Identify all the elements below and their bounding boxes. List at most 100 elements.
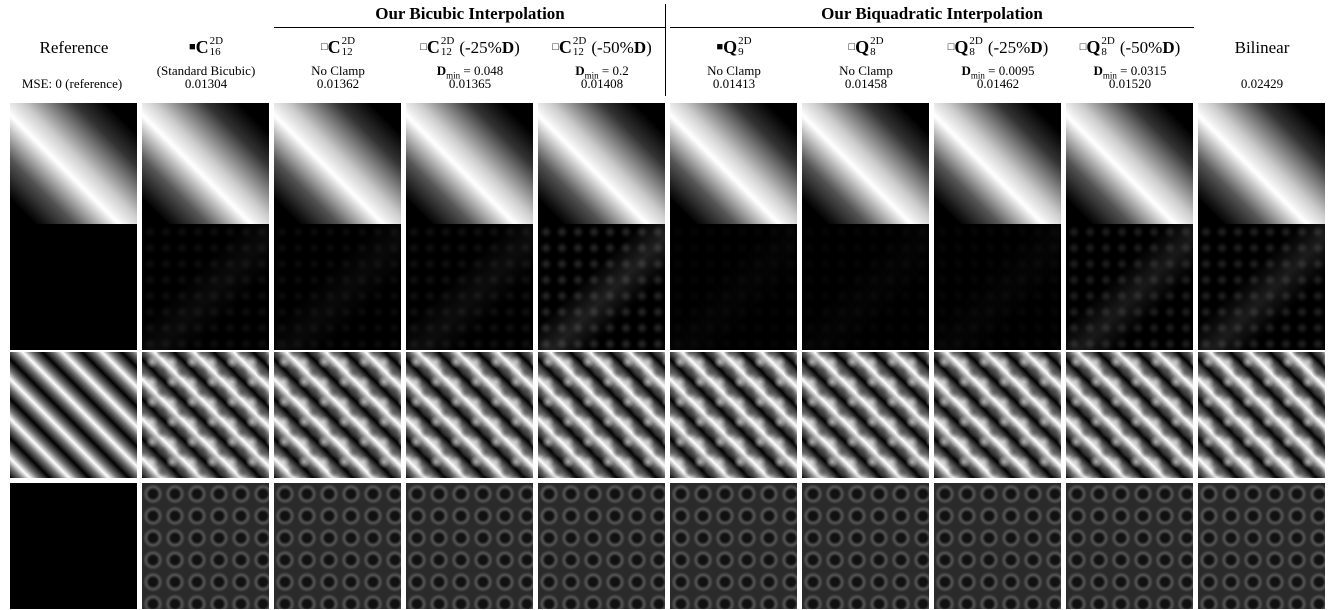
result-image	[1198, 224, 1325, 350]
column-header: □C2D12No Clamp	[272, 30, 404, 79]
subscript: 12	[573, 47, 586, 58]
column-name: □Q2D8	[800, 30, 932, 64]
suffix-bold: D	[634, 38, 646, 57]
result-image	[670, 483, 797, 609]
result-image	[274, 103, 401, 229]
suffix: (-50%D)	[591, 39, 651, 56]
mse: 0.01458	[800, 76, 932, 92]
symbol: Q	[1086, 38, 1100, 56]
symbol: C	[196, 38, 209, 56]
result-image	[1066, 352, 1193, 478]
subscript: 12	[441, 47, 454, 58]
group-title: Our Bicubic Interpolation	[274, 4, 666, 24]
marker: □	[420, 42, 427, 53]
result-image	[538, 352, 665, 478]
result-image	[1066, 224, 1193, 350]
column-name: ■Q2D9	[668, 30, 800, 64]
symbol: Q	[855, 38, 869, 56]
subscript: 12	[342, 47, 355, 58]
indices: 2D16	[210, 36, 223, 58]
suffix-text: (-50%	[1120, 38, 1162, 57]
marker: □	[321, 42, 328, 53]
column-label: Bilinear	[1235, 39, 1290, 56]
result-image	[1198, 483, 1325, 609]
suffix: (-50%D)	[1120, 39, 1180, 56]
result-image	[274, 352, 401, 478]
mse: 0.01520	[1064, 76, 1196, 92]
suffix-bold: D	[1030, 38, 1042, 57]
indices: 2D9	[738, 36, 751, 58]
result-image	[10, 483, 137, 609]
result-image	[142, 352, 269, 478]
result-image	[1198, 352, 1325, 478]
symbol: Q	[954, 38, 968, 56]
result-image	[142, 224, 269, 350]
column-name: □Q2D8(-50%D)	[1064, 30, 1196, 64]
symbol: Q	[723, 38, 737, 56]
column-header: Reference	[8, 30, 140, 79]
mse: 0.01462	[932, 76, 1064, 92]
subscript: 8	[870, 47, 883, 58]
column-name: □C2D12(-50%D)	[536, 30, 668, 64]
result-image	[802, 483, 929, 609]
column-header: ■Q2D9No Clamp	[668, 30, 800, 79]
result-image	[10, 224, 137, 350]
result-image	[406, 352, 533, 478]
suffix-bold: D	[1162, 38, 1174, 57]
result-image	[10, 103, 137, 229]
marker: ■	[189, 42, 196, 53]
suffix-text: (-25%	[459, 38, 501, 57]
result-image	[802, 103, 929, 229]
result-image	[934, 483, 1061, 609]
result-image	[274, 483, 401, 609]
result-image	[802, 224, 929, 350]
result-image	[934, 352, 1061, 478]
suffix: (-25%D)	[988, 39, 1048, 56]
mse: 0.01413	[668, 76, 800, 92]
group-title: Our Biquadratic Interpolation	[670, 4, 1194, 24]
group-rule	[274, 27, 666, 28]
mse: 0.01408	[536, 76, 668, 92]
suffix-text: )	[1043, 38, 1049, 57]
result-image	[538, 483, 665, 609]
result-image	[802, 352, 929, 478]
result-image	[670, 224, 797, 350]
result-image	[406, 103, 533, 229]
group-rule	[670, 27, 1194, 28]
result-image	[670, 103, 797, 229]
result-image	[406, 224, 533, 350]
symbol: C	[427, 38, 440, 56]
column-name: □Q2D8 (-25%D)	[932, 30, 1064, 64]
result-image	[142, 103, 269, 229]
column-name: Reference	[8, 30, 140, 64]
result-image	[274, 224, 401, 350]
column-label: Reference	[40, 39, 109, 56]
suffix-bold: D	[502, 38, 514, 57]
column-name: Bilinear	[1196, 30, 1328, 64]
marker: □	[948, 42, 955, 53]
suffix: (-25%D)	[459, 39, 519, 56]
suffix-text: )	[646, 38, 652, 57]
result-image	[670, 352, 797, 478]
mse: 0.02429	[1196, 76, 1328, 92]
marker: □	[848, 42, 855, 53]
result-image	[1198, 103, 1325, 229]
result-image	[10, 352, 137, 478]
subscript: 8	[969, 47, 982, 58]
result-image	[538, 224, 665, 350]
result-image	[934, 103, 1061, 229]
result-image	[1066, 483, 1193, 609]
subscript: 9	[738, 47, 751, 58]
marker: ■	[716, 42, 723, 53]
marker: □	[1080, 42, 1087, 53]
mse: 0.01362	[272, 76, 404, 92]
